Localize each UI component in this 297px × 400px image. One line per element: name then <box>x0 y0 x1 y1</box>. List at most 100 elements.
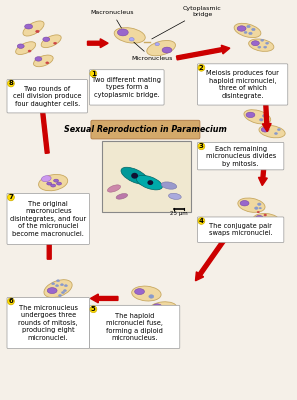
Ellipse shape <box>274 132 277 134</box>
FancyBboxPatch shape <box>89 70 164 105</box>
Ellipse shape <box>47 288 57 294</box>
Ellipse shape <box>23 21 44 36</box>
Ellipse shape <box>135 289 144 294</box>
Text: Cytoplasmic
bridge: Cytoplasmic bridge <box>152 6 222 39</box>
Ellipse shape <box>263 115 266 117</box>
Ellipse shape <box>252 28 255 31</box>
Ellipse shape <box>61 292 64 294</box>
Text: Sexual Reproduction in Paramecium: Sexual Reproduction in Paramecium <box>64 125 227 134</box>
Ellipse shape <box>268 222 271 224</box>
Text: The conjugate pair
swaps micronuclei.: The conjugate pair swaps micronuclei. <box>209 223 272 236</box>
FancyBboxPatch shape <box>102 141 191 212</box>
Ellipse shape <box>36 30 39 33</box>
Ellipse shape <box>34 55 53 67</box>
Ellipse shape <box>257 203 261 206</box>
FancyBboxPatch shape <box>7 80 88 113</box>
Ellipse shape <box>237 26 246 31</box>
Ellipse shape <box>249 39 274 51</box>
Ellipse shape <box>252 41 259 46</box>
Ellipse shape <box>41 176 51 182</box>
FancyBboxPatch shape <box>198 142 284 170</box>
Text: The micronucleus
undergoes three
rounds of mitosis,
producing eight
micronuclei.: The micronucleus undergoes three rounds … <box>18 305 78 341</box>
Ellipse shape <box>54 42 56 44</box>
Ellipse shape <box>90 306 97 313</box>
Ellipse shape <box>155 43 159 46</box>
Ellipse shape <box>7 80 14 87</box>
Ellipse shape <box>249 32 252 35</box>
Ellipse shape <box>234 23 261 38</box>
Text: Macronucleus: Macronucleus <box>91 10 134 28</box>
Ellipse shape <box>168 193 181 200</box>
FancyBboxPatch shape <box>198 64 288 105</box>
Ellipse shape <box>149 295 154 298</box>
Ellipse shape <box>59 294 61 296</box>
Ellipse shape <box>153 304 162 309</box>
FancyBboxPatch shape <box>198 217 284 242</box>
FancyArrow shape <box>195 224 236 281</box>
Text: 2: 2 <box>199 65 204 71</box>
Ellipse shape <box>162 47 172 53</box>
Ellipse shape <box>264 214 266 216</box>
Ellipse shape <box>240 200 249 206</box>
Ellipse shape <box>198 218 205 224</box>
Ellipse shape <box>90 70 97 77</box>
Ellipse shape <box>43 37 50 42</box>
FancyArrow shape <box>36 82 49 153</box>
Ellipse shape <box>35 57 42 61</box>
Ellipse shape <box>56 182 61 185</box>
Ellipse shape <box>255 216 263 220</box>
Text: Two rounds of
cell division produce
four daughter cells.: Two rounds of cell division produce four… <box>13 86 81 107</box>
Ellipse shape <box>64 285 67 287</box>
Text: Micronucleus: Micronucleus <box>132 42 173 61</box>
Ellipse shape <box>46 62 49 64</box>
Text: 8: 8 <box>9 80 13 86</box>
Ellipse shape <box>247 25 250 28</box>
Ellipse shape <box>198 64 205 71</box>
FancyArrow shape <box>262 72 271 132</box>
Ellipse shape <box>28 50 31 52</box>
Text: 5: 5 <box>91 306 96 312</box>
FancyArrow shape <box>176 45 230 60</box>
Ellipse shape <box>260 118 263 121</box>
Ellipse shape <box>64 290 67 292</box>
Text: 7: 7 <box>9 194 13 200</box>
Ellipse shape <box>264 46 267 48</box>
FancyBboxPatch shape <box>7 194 89 244</box>
Ellipse shape <box>257 211 260 213</box>
Text: 1: 1 <box>91 71 96 77</box>
FancyBboxPatch shape <box>89 305 180 348</box>
Text: The original
macronucleus
disintegrates, and four
of the micronuclei
become macr: The original macronucleus disintegrates,… <box>10 201 86 237</box>
FancyArrow shape <box>88 39 108 48</box>
Ellipse shape <box>136 175 162 190</box>
Ellipse shape <box>246 112 255 118</box>
Ellipse shape <box>114 28 145 43</box>
FancyArrow shape <box>45 222 54 259</box>
Ellipse shape <box>147 40 176 56</box>
Ellipse shape <box>117 29 128 36</box>
Ellipse shape <box>108 185 121 192</box>
Ellipse shape <box>7 194 14 201</box>
Ellipse shape <box>131 173 138 179</box>
Ellipse shape <box>52 283 55 285</box>
Ellipse shape <box>121 167 148 184</box>
Ellipse shape <box>198 143 205 150</box>
Text: 3: 3 <box>199 143 204 149</box>
FancyArrow shape <box>91 294 118 303</box>
Ellipse shape <box>149 302 177 315</box>
Ellipse shape <box>44 280 72 298</box>
Text: Two different mating
types form a
cytoplasmic bridge.: Two different mating types form a cytopl… <box>92 77 161 98</box>
Ellipse shape <box>54 179 59 182</box>
Text: 6: 6 <box>9 298 13 304</box>
Ellipse shape <box>261 127 269 132</box>
Ellipse shape <box>161 182 177 189</box>
Ellipse shape <box>41 35 61 48</box>
Ellipse shape <box>16 42 36 54</box>
Text: Each remaining
micronucleus divides
by mitosis.: Each remaining micronucleus divides by m… <box>206 146 276 167</box>
Ellipse shape <box>244 110 271 124</box>
FancyBboxPatch shape <box>91 120 200 139</box>
Ellipse shape <box>277 129 280 130</box>
Ellipse shape <box>266 42 268 44</box>
Ellipse shape <box>261 39 264 41</box>
Ellipse shape <box>129 38 134 41</box>
Text: 25 μm: 25 μm <box>170 211 188 216</box>
